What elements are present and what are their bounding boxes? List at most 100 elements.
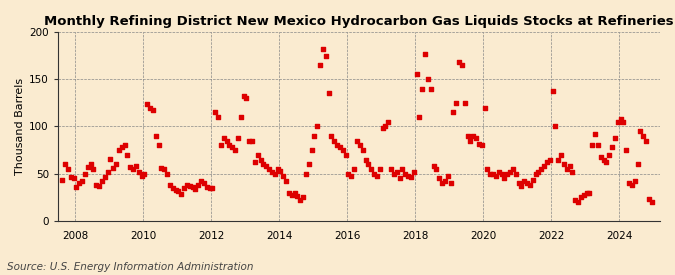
Point <box>369 172 379 176</box>
Point <box>607 145 618 150</box>
Point <box>465 139 476 143</box>
Title: Monthly Refining District New Mexico Hydrocarbon Gas Liquids Stocks at Refinerie: Monthly Refining District New Mexico Hyd… <box>44 15 674 28</box>
Point <box>170 188 181 192</box>
Point <box>306 148 317 152</box>
Point <box>536 167 547 171</box>
Point <box>151 134 161 138</box>
Point <box>298 195 308 200</box>
Point <box>392 170 402 174</box>
Point <box>130 164 141 168</box>
Point <box>162 172 173 176</box>
Point <box>193 183 204 187</box>
Point <box>264 167 275 171</box>
Point <box>578 192 589 197</box>
Point <box>635 129 646 133</box>
Point <box>244 139 254 143</box>
Point <box>74 181 84 185</box>
Point <box>519 179 530 183</box>
Point <box>303 162 314 166</box>
Point <box>281 179 292 183</box>
Point <box>196 179 207 183</box>
Point <box>346 174 356 178</box>
Point <box>533 170 544 174</box>
Point <box>513 181 524 185</box>
Point <box>414 115 425 119</box>
Point <box>352 139 362 143</box>
Point <box>439 179 450 183</box>
Point <box>227 145 238 150</box>
Point <box>380 124 391 129</box>
Point <box>610 136 620 140</box>
Point <box>487 172 498 176</box>
Point <box>340 153 351 157</box>
Point <box>420 51 431 56</box>
Point <box>491 174 502 178</box>
Point <box>612 120 623 124</box>
Point <box>468 134 479 138</box>
Point <box>335 145 346 150</box>
Point <box>388 172 399 176</box>
Point <box>553 157 564 162</box>
Point <box>246 139 257 143</box>
Point <box>258 162 269 166</box>
Point <box>357 148 368 152</box>
Point <box>423 77 433 81</box>
Point <box>434 176 445 181</box>
Point <box>182 183 192 187</box>
Point <box>71 185 82 189</box>
Point <box>556 153 566 157</box>
Point <box>125 165 136 169</box>
Point <box>363 162 374 166</box>
Point <box>394 176 405 181</box>
Point <box>82 165 93 169</box>
Point <box>165 183 176 187</box>
Point <box>564 164 575 168</box>
Point <box>629 179 640 183</box>
Point <box>255 157 266 162</box>
Point <box>451 101 462 105</box>
Point <box>615 117 626 121</box>
Point <box>77 179 88 183</box>
Point <box>638 134 649 138</box>
Point <box>408 170 419 174</box>
Point <box>595 155 606 159</box>
Point <box>462 134 473 138</box>
Point <box>406 174 416 179</box>
Point <box>402 174 413 178</box>
Point <box>485 172 495 176</box>
Point <box>448 110 459 114</box>
Point <box>626 183 637 187</box>
Point <box>207 186 218 190</box>
Point <box>267 170 277 174</box>
Point <box>88 167 99 171</box>
Point <box>204 186 215 190</box>
Point <box>289 191 300 195</box>
Point <box>331 143 342 148</box>
Point <box>224 143 235 148</box>
Point <box>502 172 512 176</box>
Point <box>198 181 209 185</box>
Point <box>215 143 226 148</box>
Point <box>176 191 187 196</box>
Point <box>187 185 198 189</box>
Point <box>85 162 96 166</box>
Point <box>136 174 147 178</box>
Point <box>522 181 533 185</box>
Point <box>477 143 487 148</box>
Point <box>584 191 595 195</box>
Point <box>385 167 396 171</box>
Point <box>383 120 394 124</box>
Point <box>321 53 331 58</box>
Point <box>91 183 102 187</box>
Point <box>210 110 221 114</box>
Point <box>323 91 334 96</box>
Point <box>312 124 323 129</box>
Point <box>354 143 365 148</box>
Point <box>284 191 294 195</box>
Point <box>505 170 516 174</box>
Point <box>94 184 105 188</box>
Point <box>411 72 422 77</box>
Point <box>647 200 657 204</box>
Point <box>425 86 436 91</box>
Point <box>539 164 549 168</box>
